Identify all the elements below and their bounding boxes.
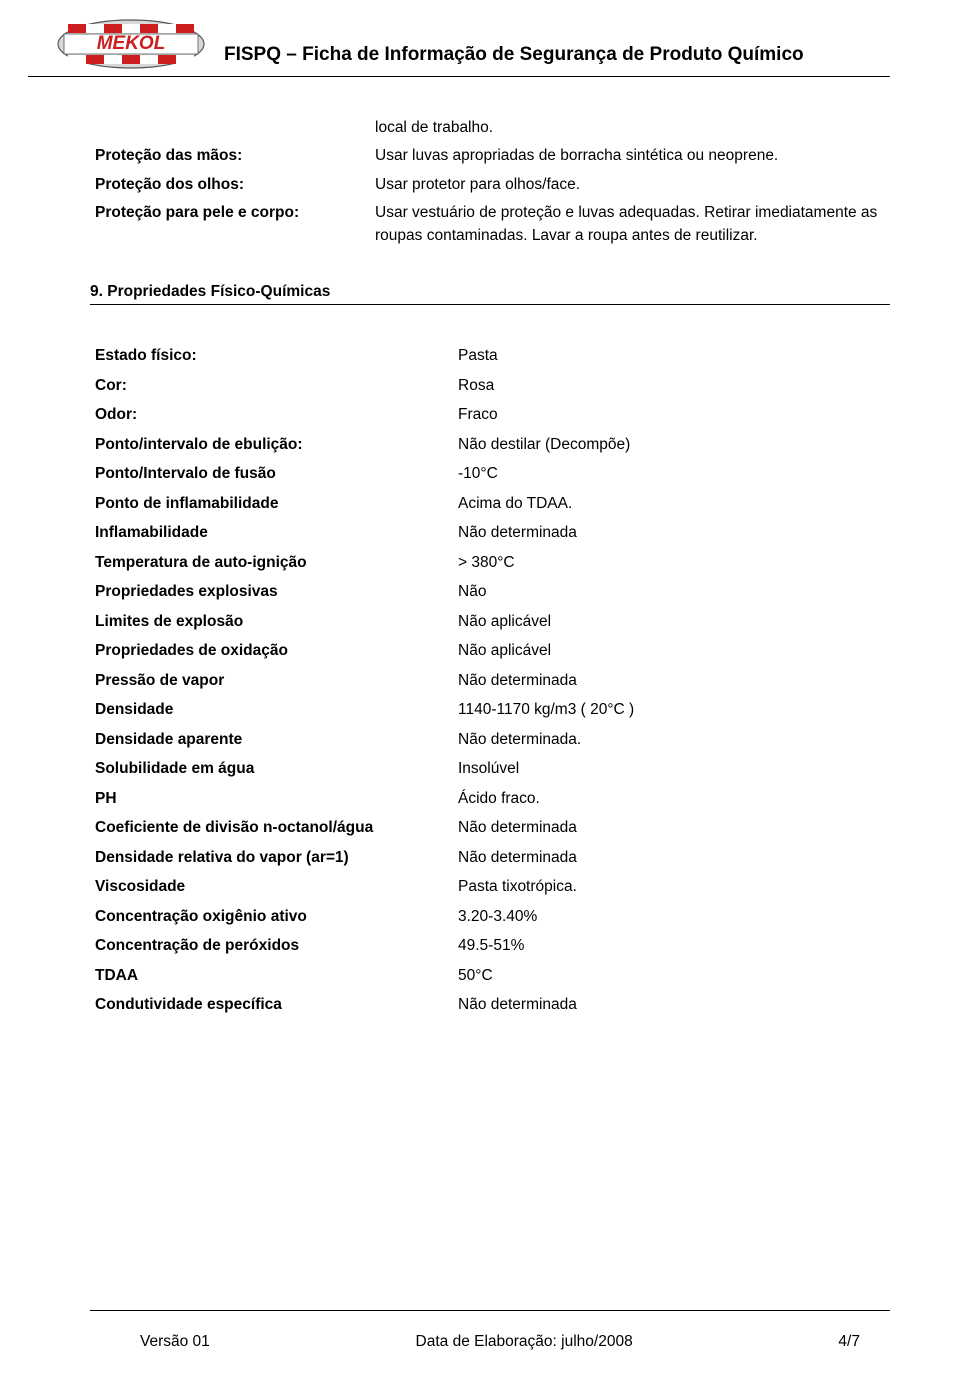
- property-row: Ponto de inflamabilidadeAcima do TDAA.: [95, 489, 890, 519]
- property-value: Não determinada: [458, 820, 890, 836]
- property-row: Pressão de vaporNão determinada: [95, 666, 890, 696]
- property-value: Rosa: [458, 378, 890, 394]
- intro-label: Proteção para pele e corpo:: [95, 202, 375, 247]
- intro-row-eyes: Proteção dos olhos: Usar protetor para o…: [95, 174, 890, 196]
- property-label: Densidade relativa do vapor (ar=1): [95, 850, 458, 866]
- property-row: Densidade relativa do vapor (ar=1)Não de…: [95, 843, 890, 873]
- section-9-header: 9. Propriedades Físico-Químicas: [90, 283, 890, 305]
- property-value: Não determinada: [458, 850, 890, 866]
- property-value: Não destilar (Decompõe): [458, 437, 890, 453]
- property-value: Insolúvel: [458, 761, 890, 777]
- intro-value: Usar protetor para olhos/face.: [375, 174, 890, 196]
- property-row: TDAA50°C: [95, 961, 890, 991]
- property-value: > 380°C: [458, 555, 890, 571]
- property-row: Concentração oxigênio ativo3.20-3.40%: [95, 902, 890, 932]
- property-row: Odor:Fraco: [95, 400, 890, 430]
- property-value: Ácido fraco.: [458, 791, 890, 807]
- properties-table: Estado físico:PastaCor:RosaOdor:FracoPon…: [95, 341, 890, 1020]
- property-row: Limites de explosãoNão aplicável: [95, 607, 890, 637]
- property-label: Estado físico:: [95, 348, 458, 364]
- property-label: Viscosidade: [95, 879, 458, 895]
- property-row: Cor:Rosa: [95, 371, 890, 401]
- document-footer: Versão 01 Data de Elaboração: julho/2008…: [140, 1333, 860, 1351]
- property-label: Solubilidade em água: [95, 761, 458, 777]
- property-row: Ponto/Intervalo de fusão-10°C: [95, 459, 890, 489]
- property-row: ViscosidadePasta tixotrópica.: [95, 872, 890, 902]
- property-label: Propriedades explosivas: [95, 584, 458, 600]
- property-label: Temperatura de auto-ignição: [95, 555, 458, 571]
- property-value: Não aplicável: [458, 643, 890, 659]
- property-row: Concentração de peróxidos49.5-51%: [95, 931, 890, 961]
- property-label: TDAA: [95, 968, 458, 984]
- property-label: Odor:: [95, 407, 458, 423]
- property-value: 50°C: [458, 968, 890, 984]
- property-value: Não determinada: [458, 673, 890, 689]
- property-label: Inflamabilidade: [95, 525, 458, 541]
- property-row: Propriedades explosivasNão: [95, 577, 890, 607]
- property-row: Condutividade específicaNão determinada: [95, 990, 890, 1020]
- intro-row-skin: Proteção para pele e corpo: Usar vestuár…: [95, 202, 890, 247]
- property-row: Densidade aparenteNão determinada.: [95, 725, 890, 755]
- property-value: Acima do TDAA.: [458, 496, 890, 512]
- intro-row-hands: Proteção das mãos: Usar luvas apropriada…: [95, 145, 890, 167]
- intro-label: Proteção das mãos:: [95, 145, 375, 167]
- intro-continuation-row: local de trabalho.: [95, 117, 890, 139]
- property-value: Não determinada.: [458, 732, 890, 748]
- property-label: Propriedades de oxidação: [95, 643, 458, 659]
- property-label: Coeficiente de divisão n-octanol/água: [95, 820, 458, 836]
- property-value: Pasta tixotrópica.: [458, 879, 890, 895]
- property-row: Coeficiente de divisão n-octanol/águaNão…: [95, 813, 890, 843]
- property-value: Pasta: [458, 348, 890, 364]
- property-label: Densidade aparente: [95, 732, 458, 748]
- footer-date: Data de Elaboração: julho/2008: [416, 1333, 633, 1351]
- property-value: 1140-1170 kg/m3 ( 20°C ): [458, 702, 890, 718]
- document-body: local de trabalho. Proteção das mãos: Us…: [0, 77, 960, 1020]
- property-label: Ponto/Intervalo de fusão: [95, 466, 458, 482]
- property-label: Condutividade específica: [95, 997, 458, 1013]
- property-value: Não determinada: [458, 997, 890, 1013]
- svg-text:MEKOL: MEKOL: [97, 33, 166, 54]
- property-label: Pressão de vapor: [95, 673, 458, 689]
- mekol-logo: MEKOL: [56, 18, 206, 70]
- property-row: Ponto/intervalo de ebulição:Não destilar…: [95, 430, 890, 460]
- property-value: 3.20-3.40%: [458, 909, 890, 925]
- property-label: Concentração de peróxidos: [95, 938, 458, 954]
- intro-label: Proteção dos olhos:: [95, 174, 375, 196]
- property-value: Não aplicável: [458, 614, 890, 630]
- property-row: Temperatura de auto-ignição> 380°C: [95, 548, 890, 578]
- document-title: FISPQ – Ficha de Informação de Segurança…: [224, 44, 804, 76]
- property-row: PHÁcido fraco.: [95, 784, 890, 814]
- property-row: Densidade1140-1170 kg/m3 ( 20°C ): [95, 695, 890, 725]
- intro-value-continuation: local de trabalho.: [375, 117, 890, 139]
- footer-version: Versão 01: [140, 1333, 210, 1351]
- footer-divider: [90, 1310, 890, 1311]
- property-label: Cor:: [95, 378, 458, 394]
- intro-value: Usar luvas apropriadas de borracha sinté…: [375, 145, 890, 167]
- property-value: Não determinada: [458, 525, 890, 541]
- footer-page: 4/7: [838, 1333, 860, 1351]
- document-header: MEKOL FISPQ – Ficha de Informação de Seg…: [28, 0, 890, 77]
- property-label: PH: [95, 791, 458, 807]
- property-value: -10°C: [458, 466, 890, 482]
- property-label: Densidade: [95, 702, 458, 718]
- property-label: Ponto de inflamabilidade: [95, 496, 458, 512]
- property-row: Estado físico:Pasta: [95, 341, 890, 371]
- property-value: 49.5-51%: [458, 938, 890, 954]
- property-row: InflamabilidadeNão determinada: [95, 518, 890, 548]
- intro-value: Usar vestuário de proteção e luvas adequ…: [375, 202, 890, 247]
- property-label: Limites de explosão: [95, 614, 458, 630]
- property-value: Fraco: [458, 407, 890, 423]
- property-row: Solubilidade em águaInsolúvel: [95, 754, 890, 784]
- property-row: Propriedades de oxidaçãoNão aplicável: [95, 636, 890, 666]
- property-label: Ponto/intervalo de ebulição:: [95, 437, 458, 453]
- property-label: Concentração oxigênio ativo: [95, 909, 458, 925]
- property-value: Não: [458, 584, 890, 600]
- intro-label-empty: [95, 117, 375, 139]
